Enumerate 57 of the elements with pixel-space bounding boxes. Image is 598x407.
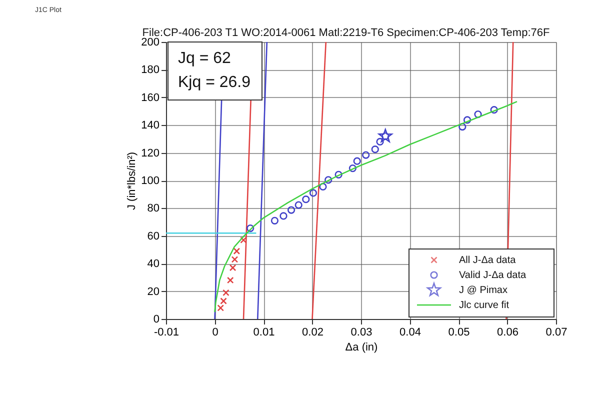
y-tick-label: 20	[147, 286, 160, 298]
x-tick-label: 0	[212, 326, 218, 338]
point	[233, 248, 240, 255]
point	[376, 138, 384, 146]
point	[474, 110, 482, 118]
y-tick-label: 80	[147, 202, 160, 215]
y-tick-label: 100	[141, 175, 160, 187]
legend-label: J @ Pimax	[459, 285, 508, 296]
y-tick-label: 140	[141, 120, 160, 132]
point	[378, 128, 392, 142]
x-tick-label: 0.03	[350, 326, 372, 338]
point	[226, 276, 234, 284]
point	[319, 182, 327, 191]
x-tick-label: 0.02	[302, 326, 324, 338]
point	[302, 196, 310, 204]
x-tick-label: 0.04	[400, 326, 421, 338]
point	[458, 122, 466, 131]
point	[324, 176, 332, 184]
annotation: Kjq = 26.9	[178, 74, 251, 91]
x-axis-title: Δa (in)	[345, 342, 378, 354]
point	[371, 146, 379, 154]
x-tick-label: 0.06	[497, 326, 518, 338]
x-tick-label: 0.07	[546, 326, 568, 338]
point	[294, 201, 302, 209]
annotation: Jq = 62	[178, 50, 232, 67]
point	[353, 157, 361, 165]
x-tick-label: -0.01	[154, 326, 180, 338]
point	[240, 236, 247, 244]
y-tick-label: 40	[147, 258, 160, 270]
point	[463, 116, 472, 124]
point	[217, 304, 224, 312]
y-tick-label: 180	[141, 64, 160, 76]
point	[490, 106, 498, 114]
point	[309, 189, 318, 197]
point	[231, 256, 238, 263]
y-tick-label: 60	[147, 230, 160, 242]
point	[348, 164, 357, 172]
point	[246, 224, 254, 232]
point	[270, 216, 279, 224]
legend-label: All J-Δa data	[459, 255, 516, 266]
y-tick-label: 200	[141, 36, 160, 48]
y-axis-title: J (in*lbs/in²)	[126, 152, 138, 210]
legend-label: Valid J-Δa data	[459, 270, 527, 281]
x-tick-label: 0.05	[448, 326, 470, 338]
point	[222, 289, 230, 296]
point	[229, 264, 236, 272]
x-tick-label: 0.01	[253, 326, 275, 338]
point	[334, 170, 342, 178]
point	[362, 151, 370, 159]
legend-label: Jlc curve fit	[459, 300, 510, 311]
chart-title: File:CP-406-203 T1 WO:2014-0061 Matl:2219-T6 Specimen:CP-406-203 Temp:76F	[142, 27, 550, 39]
y-tick-label: 120	[141, 147, 160, 160]
point	[280, 212, 288, 220]
y-tick-label: 160	[141, 92, 160, 104]
point	[220, 298, 227, 304]
y-tick-label: 0	[153, 314, 160, 326]
point	[287, 206, 296, 214]
